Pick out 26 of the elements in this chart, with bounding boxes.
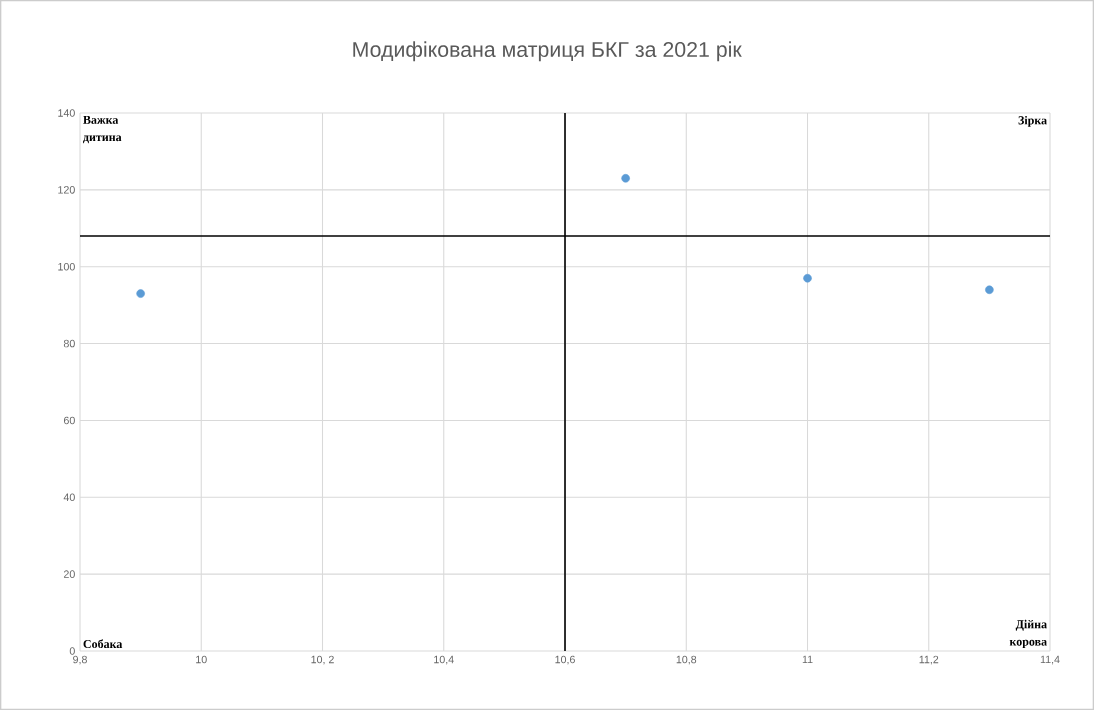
y-tick-label: 40 [63, 493, 75, 502]
x-tick-label: 10, 2 [311, 655, 334, 665]
y-tick-label: 0 [69, 647, 75, 655]
annotation: Собака [83, 639, 123, 649]
y-tick-label: 140 [58, 109, 75, 117]
x-tick-label: 10,6 [555, 655, 575, 665]
y-tick-label: 60 [63, 416, 75, 425]
annotation: Дійна корова [1009, 619, 1047, 649]
y-tick-label: 120 [58, 186, 75, 194]
annotation: Важка дитина [83, 115, 122, 144]
chart-title: Модифікована матриця БКГ за 2021 рік [353, 41, 742, 62]
point [985, 285, 994, 295]
y-tick-label: 100 [58, 262, 75, 271]
x-tick-label: 9,8 [73, 655, 87, 665]
annotation: Зірка [1018, 115, 1047, 127]
x-tick-label: 11,4 [1040, 655, 1060, 665]
y-tick-label: 20 [63, 570, 75, 578]
y-tick-label: 80 [63, 339, 75, 348]
x-tick-label: 11,2 [919, 655, 939, 665]
x-tick-label: 10 [196, 655, 207, 664]
point [136, 289, 145, 298]
point [621, 174, 630, 183]
x-tick-label: 10,4 [434, 655, 454, 665]
point [803, 273, 812, 283]
x-tick-label: 10,8 [676, 655, 697, 665]
x-tick-label: 11 [802, 655, 813, 664]
